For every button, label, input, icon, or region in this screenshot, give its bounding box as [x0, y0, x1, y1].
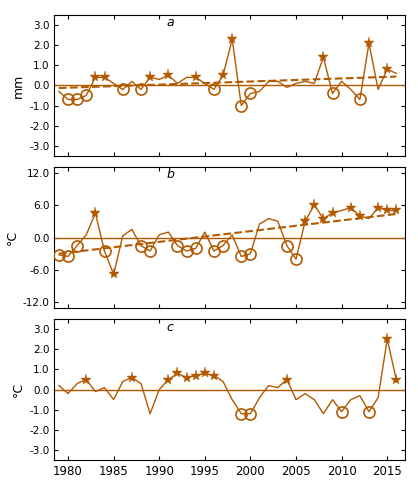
Y-axis label: °C: °C	[5, 230, 18, 245]
Y-axis label: °C: °C	[12, 382, 25, 397]
Text: a: a	[167, 16, 174, 30]
Y-axis label: mm: mm	[12, 74, 25, 98]
Text: c: c	[167, 320, 173, 334]
Text: b: b	[167, 168, 175, 181]
